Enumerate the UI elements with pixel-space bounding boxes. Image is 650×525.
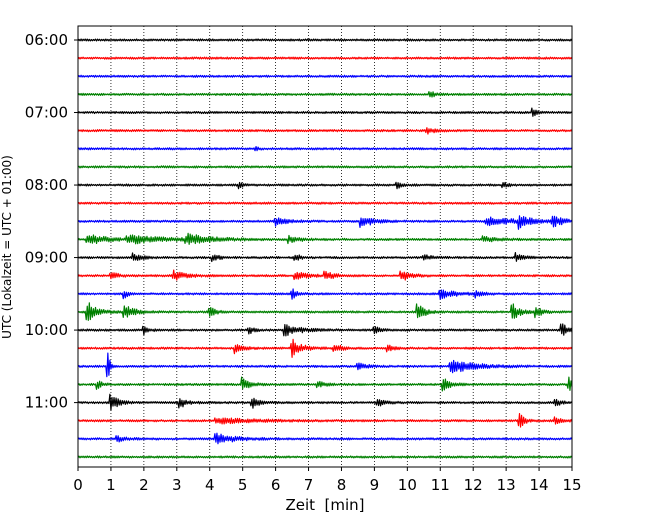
- x-tick-label: 10: [398, 476, 417, 494]
- y-axis-ticks: 06:00 07:00 08:00 09:00 10:00 11:00: [25, 31, 78, 412]
- x-tick-label: 14: [530, 476, 549, 494]
- trace-0815: [77, 201, 573, 205]
- x-tick-label: 7: [304, 476, 314, 494]
- trace-0945: [77, 302, 573, 321]
- plot-frame: [77, 25, 573, 468]
- trace-0830: [77, 215, 573, 230]
- x-tick-label: 2: [139, 476, 149, 494]
- y-tick-label: 11:00: [25, 394, 68, 412]
- y-tick-label: 08:00: [25, 176, 68, 194]
- trace-0600: [77, 38, 573, 42]
- x-tick-label: 1: [106, 476, 116, 494]
- y-tick-label: 09:00: [25, 249, 68, 267]
- trace-0745: [77, 165, 573, 169]
- x-tick-label: 3: [172, 476, 182, 494]
- x-tick-label: 8: [337, 476, 347, 494]
- y-tick-label: 07:00: [25, 104, 68, 122]
- x-tick-label: 5: [238, 476, 248, 494]
- trace-1000: [77, 323, 573, 337]
- x-tick-label: 15: [562, 476, 581, 494]
- x-axis-label: Zeit [min]: [285, 496, 364, 514]
- trace-0915: [77, 269, 573, 281]
- seismic-traces: [77, 38, 573, 459]
- y-tick-label: 10:00: [25, 321, 68, 339]
- trace-1015: [77, 338, 573, 358]
- x-tick-label: 11: [431, 476, 450, 494]
- trace-0730: [77, 145, 573, 152]
- x-tick-label: 0: [73, 476, 83, 494]
- trace-0630: [77, 74, 573, 78]
- x-tick-label: 13: [497, 476, 516, 494]
- trace-0930: [77, 288, 573, 300]
- x-tick-label: 12: [464, 476, 483, 494]
- trace-0715: [77, 127, 573, 135]
- y-axis-label: UTC (Lokalzeit = UTC + 01:00): [0, 155, 14, 339]
- trace-0845: [77, 232, 573, 245]
- plot-background: [78, 26, 572, 467]
- trace-1115: [77, 412, 573, 428]
- trace-0800: [77, 181, 573, 190]
- x-tick-label: 6: [271, 476, 281, 494]
- trace-0700: [77, 107, 573, 117]
- trace-1100: [77, 393, 573, 411]
- trace-0900: [77, 252, 573, 263]
- trace-0615: [77, 56, 573, 60]
- trace-1045: [77, 376, 573, 392]
- y-tick-label: 06:00: [25, 31, 68, 49]
- x-tick-label: 4: [205, 476, 215, 494]
- trace-1130: [77, 432, 573, 445]
- x-tick-label: 9: [370, 476, 380, 494]
- x-axis-ticks: 0 1 2 3 4 5 6 7 8 9 10 11 12 13 14 15: [73, 467, 582, 494]
- trace-0645: [77, 91, 573, 98]
- trace-1145: [77, 455, 573, 459]
- trace-1030: [77, 352, 573, 378]
